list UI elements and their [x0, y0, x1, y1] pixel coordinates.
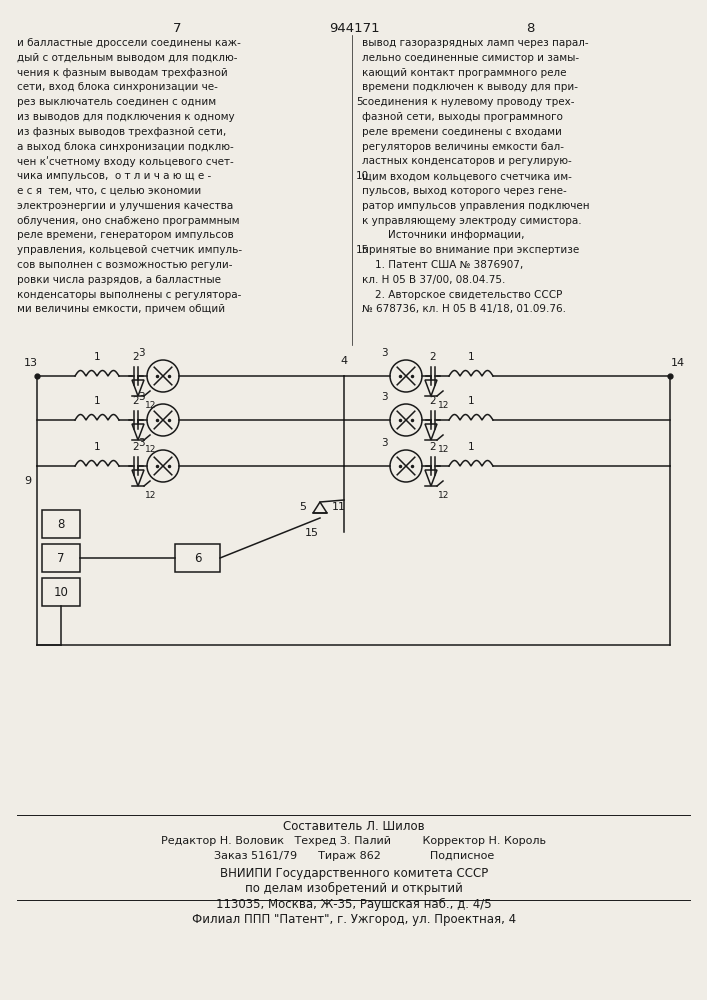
- Text: 113035, Москва, Ж-35, Раушская наб., д. 4/5: 113035, Москва, Ж-35, Раушская наб., д. …: [216, 898, 492, 911]
- Text: Редактор Н. Воловик   Техред З. Палий         Корректор Н. Король: Редактор Н. Воловик Техред З. Палий Корр…: [161, 836, 547, 846]
- Text: дый с отдельным выводом для подклю-: дый с отдельным выводом для подклю-: [17, 53, 238, 63]
- Text: из фазных выводов трехфазной сети,: из фазных выводов трехфазной сети,: [17, 127, 226, 137]
- Text: Заказ 5161/79      Тираж 862              Подписное: Заказ 5161/79 Тираж 862 Подписное: [214, 851, 494, 861]
- Text: чика импульсов,  о т л и ч а ю щ е -: чика импульсов, о т л и ч а ю щ е -: [17, 171, 211, 181]
- Text: из выводов для подключения к одному: из выводов для подключения к одному: [17, 112, 235, 122]
- Text: кающий контакт программного реле: кающий контакт программного реле: [362, 68, 566, 78]
- Text: ровки числа разрядов, а балластные: ровки числа разрядов, а балластные: [17, 275, 221, 285]
- Text: чения к фазным выводам трехфазной: чения к фазным выводам трехфазной: [17, 68, 228, 78]
- Text: 3: 3: [381, 438, 388, 448]
- Text: 2: 2: [133, 396, 139, 406]
- Bar: [42, 510, 80, 538]
- Text: облучения, оно снабжено программным: облучения, оно снабжено программным: [17, 216, 240, 226]
- Text: 1: 1: [94, 396, 100, 406]
- Text: ВНИИПИ Государственного комитета СССР: ВНИИПИ Государственного комитета СССР: [220, 866, 488, 880]
- Text: ластных конденсаторов и регулирую-: ластных конденсаторов и регулирую-: [362, 156, 572, 166]
- Text: управления, кольцевой счетчик импуль-: управления, кольцевой счетчик импуль-: [17, 245, 242, 255]
- Text: 9: 9: [24, 476, 31, 486]
- Text: е с я  тем, что, с целью экономии: е с я тем, что, с целью экономии: [17, 186, 201, 196]
- Text: 2: 2: [430, 352, 436, 362]
- Text: 2: 2: [430, 442, 436, 452]
- Text: 2: 2: [133, 352, 139, 362]
- Text: 1: 1: [94, 442, 100, 452]
- Text: а выход блока синхронизации подклю-: а выход блока синхронизации подклю-: [17, 142, 234, 152]
- Text: 10: 10: [54, 585, 69, 598]
- Text: лельно соединенные симистор и замы-: лельно соединенные симистор и замы-: [362, 53, 579, 63]
- Text: 14: 14: [671, 358, 685, 368]
- Text: принятые во внимание при экспертизе: принятые во внимание при экспертизе: [362, 245, 579, 255]
- Text: 7: 7: [57, 552, 65, 564]
- Text: 1. Патент США № 3876907,: 1. Патент США № 3876907,: [362, 260, 523, 270]
- Text: чен кʹсчетному входу кольцевого счет-: чен кʹсчетному входу кольцевого счет-: [17, 156, 234, 167]
- Text: 1: 1: [468, 442, 474, 452]
- Text: к управляющему электроду симистора.: к управляющему электроду симистора.: [362, 216, 582, 226]
- Text: 7: 7: [173, 22, 181, 35]
- Text: 13: 13: [24, 358, 38, 368]
- Text: 5: 5: [356, 97, 363, 107]
- Text: времени подключен к выводу для при-: времени подключен к выводу для при-: [362, 82, 578, 92]
- Text: 5: 5: [299, 502, 306, 512]
- Text: 3: 3: [381, 392, 388, 402]
- Text: Составитель Л. Шилов: Составитель Л. Шилов: [284, 820, 425, 833]
- Text: 11: 11: [332, 502, 346, 512]
- Text: ратор импульсов управления подключен: ратор импульсов управления подключен: [362, 201, 590, 211]
- Text: 1: 1: [468, 352, 474, 362]
- Text: 6: 6: [194, 552, 201, 564]
- Text: электроэнергии и улучшения качества: электроэнергии и улучшения качества: [17, 201, 233, 211]
- Text: 8: 8: [526, 22, 534, 35]
- Text: соединения к нулевому проводу трех-: соединения к нулевому проводу трех-: [362, 97, 575, 107]
- Text: кл. Н 05 В 37/00, 08.04.75.: кл. Н 05 В 37/00, 08.04.75.: [362, 275, 506, 285]
- Text: реле времени соединены с входами: реле времени соединены с входами: [362, 127, 562, 137]
- Text: сов выполнен с возможностью регули-: сов выполнен с возможностью регули-: [17, 260, 233, 270]
- Text: 1: 1: [94, 352, 100, 362]
- Bar: [42, 544, 80, 572]
- Text: реле времени, генератором импульсов: реле времени, генератором импульсов: [17, 230, 234, 240]
- Text: 10: 10: [356, 171, 369, 181]
- Text: рез выключатель соединен с одним: рез выключатель соединен с одним: [17, 97, 216, 107]
- Text: вывод газоразрядных ламп через парал-: вывод газоразрядных ламп через парал-: [362, 38, 589, 48]
- Text: 2: 2: [133, 442, 139, 452]
- Bar: [42, 578, 80, 606]
- Text: № 678736, кл. Н 05 В 41/18, 01.09.76.: № 678736, кл. Н 05 В 41/18, 01.09.76.: [362, 304, 566, 314]
- Text: регуляторов величины емкости бал-: регуляторов величины емкости бал-: [362, 142, 564, 152]
- Text: щим входом кольцевого счетчика им-: щим входом кольцевого счетчика им-: [362, 171, 572, 181]
- Text: 3: 3: [139, 392, 145, 402]
- Text: 8: 8: [57, 518, 64, 530]
- Text: Филиал ППП "Патент", г. Ужгород, ул. Проектная, 4: Филиал ППП "Патент", г. Ужгород, ул. Про…: [192, 913, 516, 926]
- Text: 12: 12: [438, 445, 450, 454]
- Text: 12: 12: [145, 491, 156, 500]
- Text: 15: 15: [356, 245, 369, 255]
- Text: 1: 1: [468, 396, 474, 406]
- Text: фазной сети, выходы программного: фазной сети, выходы программного: [362, 112, 563, 122]
- Text: 3: 3: [139, 438, 145, 448]
- Text: по делам изобретений и открытий: по делам изобретений и открытий: [245, 882, 463, 895]
- Text: сети, вход блока синхронизации че-: сети, вход блока синхронизации че-: [17, 82, 218, 92]
- Text: 12: 12: [438, 491, 450, 500]
- Text: 15: 15: [305, 528, 319, 538]
- Text: Источники информации,: Источники информации,: [362, 230, 525, 240]
- Bar: [175, 544, 220, 572]
- Text: 12: 12: [145, 401, 156, 410]
- Text: 2: 2: [430, 396, 436, 406]
- Text: ми величины емкости, причем общий: ми величины емкости, причем общий: [17, 304, 225, 314]
- Text: пульсов, выход которого через гене-: пульсов, выход которого через гене-: [362, 186, 567, 196]
- Text: 4: 4: [341, 356, 348, 366]
- Text: и балластные дроссели соединены каж-: и балластные дроссели соединены каж-: [17, 38, 241, 48]
- Text: конденсаторы выполнены с регулятора-: конденсаторы выполнены с регулятора-: [17, 290, 241, 300]
- Text: 944171: 944171: [329, 22, 380, 35]
- Text: 12: 12: [438, 401, 450, 410]
- Text: 12: 12: [145, 445, 156, 454]
- Text: 2. Авторское свидетельство СССР: 2. Авторское свидетельство СССР: [362, 290, 562, 300]
- Text: 3: 3: [381, 348, 388, 358]
- Text: 3: 3: [139, 348, 145, 358]
